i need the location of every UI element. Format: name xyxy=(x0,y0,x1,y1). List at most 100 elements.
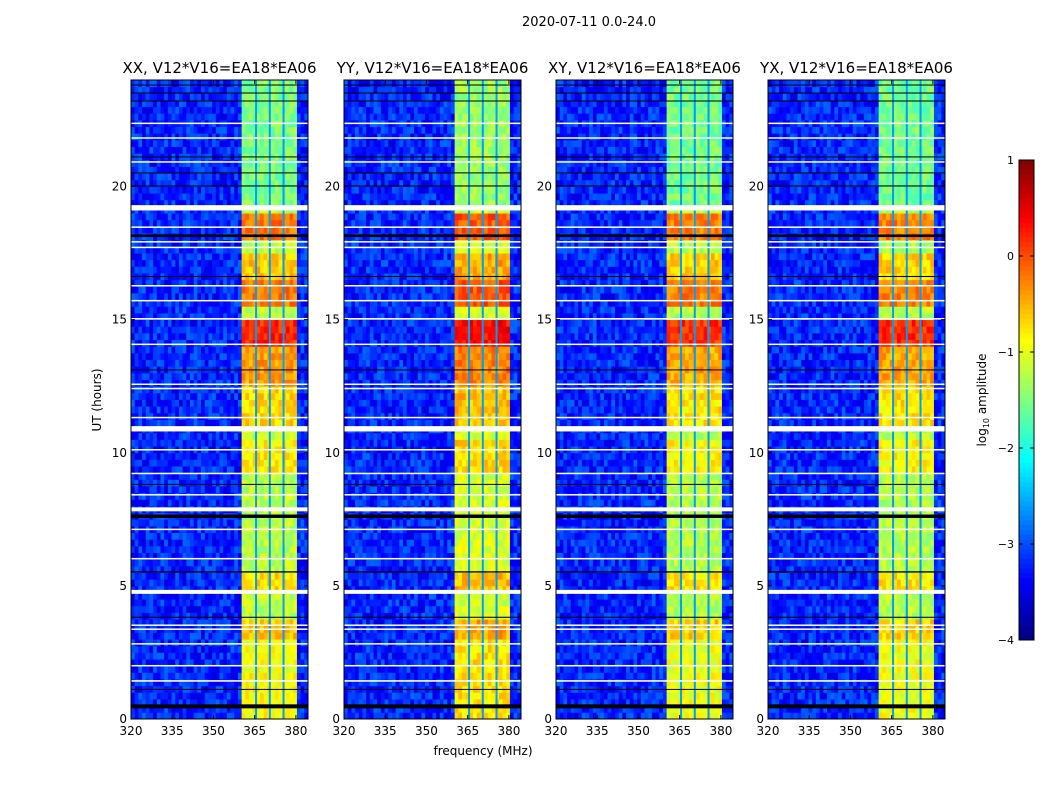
heatmap-cell xyxy=(131,159,136,167)
heatmap-cell xyxy=(230,93,235,101)
heatmap-cell xyxy=(362,672,367,680)
heatmap-cell xyxy=(304,319,309,327)
heatmap-cell xyxy=(245,346,250,354)
heatmap-cell xyxy=(421,712,426,720)
heatmap-cell xyxy=(252,545,257,553)
heatmap-cell xyxy=(138,179,143,187)
heatmap-cell xyxy=(182,146,187,154)
heatmap-cell xyxy=(134,193,139,201)
heatmap-cell xyxy=(193,199,198,207)
heatmap-cell xyxy=(182,166,187,174)
heatmap-cell xyxy=(260,406,265,414)
heatmap-cell xyxy=(289,246,294,254)
heatmap-cell xyxy=(502,712,507,720)
heatmap-cell xyxy=(212,93,217,101)
heatmap-cell xyxy=(498,705,503,713)
heatmap-cell xyxy=(271,419,276,427)
heatmap-cell xyxy=(164,532,169,540)
heatmap-cell xyxy=(249,279,254,287)
heatmap-cell xyxy=(300,392,305,400)
heatmap-cell xyxy=(296,159,302,167)
heatmap-cell xyxy=(271,306,276,314)
heatmap-cell xyxy=(156,619,161,627)
heatmap-cell xyxy=(304,679,309,687)
heatmap-cell xyxy=(260,179,265,187)
heatmap-cell xyxy=(142,432,147,440)
heatmap-cell xyxy=(167,312,172,321)
heatmap-cell xyxy=(289,332,294,340)
heatmap-cell xyxy=(160,286,165,294)
heatmap-cell xyxy=(230,472,235,480)
heatmap-cell xyxy=(245,612,250,620)
heatmap-cell xyxy=(204,386,209,394)
heatmap-cell xyxy=(153,639,158,647)
heatmap-cell xyxy=(178,312,184,321)
heatmap-cell xyxy=(271,326,276,334)
heatmap-cell xyxy=(439,692,444,700)
heatmap-cell xyxy=(237,359,243,367)
heatmap-cell xyxy=(145,299,150,307)
heatmap-cell xyxy=(425,679,430,687)
heatmap-cell xyxy=(293,359,298,367)
flagged-row-white xyxy=(131,426,308,432)
heatmap-cell xyxy=(226,312,231,321)
heatmap-cell xyxy=(190,579,195,587)
heatmap-cell xyxy=(285,226,290,234)
heatmap-cell xyxy=(190,332,195,340)
heatmap-cell xyxy=(167,186,172,194)
heatmap-cell xyxy=(197,286,202,294)
heatmap-cell xyxy=(201,705,206,713)
heatmap-cell xyxy=(145,406,150,414)
heatmap-cell xyxy=(160,166,165,174)
heatmap-cell xyxy=(285,486,290,494)
heatmap-cell xyxy=(263,479,268,487)
heatmap-cell xyxy=(182,253,187,261)
heatmap-cell xyxy=(182,619,187,627)
heatmap-cell xyxy=(487,712,492,720)
heatmap-cell xyxy=(215,572,220,580)
heatmap-cell xyxy=(260,479,265,487)
heatmap-cell xyxy=(171,645,176,653)
heatmap-cell xyxy=(145,412,150,420)
heatmap-cell xyxy=(134,159,139,167)
heatmap-cell xyxy=(212,159,217,167)
heatmap-cell xyxy=(245,712,250,720)
heatmap-cell xyxy=(223,412,228,420)
heatmap-cell xyxy=(197,219,202,227)
heatmap-cell xyxy=(212,266,217,274)
heatmap-cell xyxy=(145,159,150,167)
heatmap-cell xyxy=(175,519,180,527)
heatmap-cell xyxy=(274,545,279,553)
heatmap-cell xyxy=(256,532,261,540)
heatmap-cell xyxy=(193,299,198,307)
heatmap-cell xyxy=(252,532,257,540)
heatmap-cell xyxy=(160,492,165,500)
heatmap-cell xyxy=(142,612,147,620)
heatmap-cell xyxy=(234,705,239,713)
heatmap-cell xyxy=(373,705,378,713)
heatmap-cell xyxy=(153,486,158,494)
heatmap-cell xyxy=(234,312,239,321)
heatmap-cell xyxy=(142,266,147,274)
heatmap-cell xyxy=(145,479,150,487)
heatmap-cell xyxy=(167,572,172,580)
heatmap-cell xyxy=(263,532,268,540)
heatmap-cell xyxy=(256,386,261,394)
heatmap-cell xyxy=(153,99,158,108)
heatmap-cell xyxy=(193,419,198,427)
heatmap-cell xyxy=(263,219,268,227)
heatmap-cell xyxy=(380,679,385,687)
heatmap-cell xyxy=(373,692,378,700)
heatmap-cell xyxy=(274,472,279,480)
heatmap-cell xyxy=(175,253,180,261)
heatmap-cell xyxy=(263,579,268,587)
heatmap-cell xyxy=(160,173,165,181)
heatmap-cell xyxy=(215,359,220,367)
heatmap-cell xyxy=(300,139,305,147)
heatmap-cell xyxy=(296,545,302,553)
heatmap-cell xyxy=(160,93,165,101)
heatmap-cell xyxy=(293,665,298,673)
heatmap-cell xyxy=(215,386,220,394)
heatmap-cell xyxy=(193,605,198,613)
heatmap-cell xyxy=(293,319,298,327)
